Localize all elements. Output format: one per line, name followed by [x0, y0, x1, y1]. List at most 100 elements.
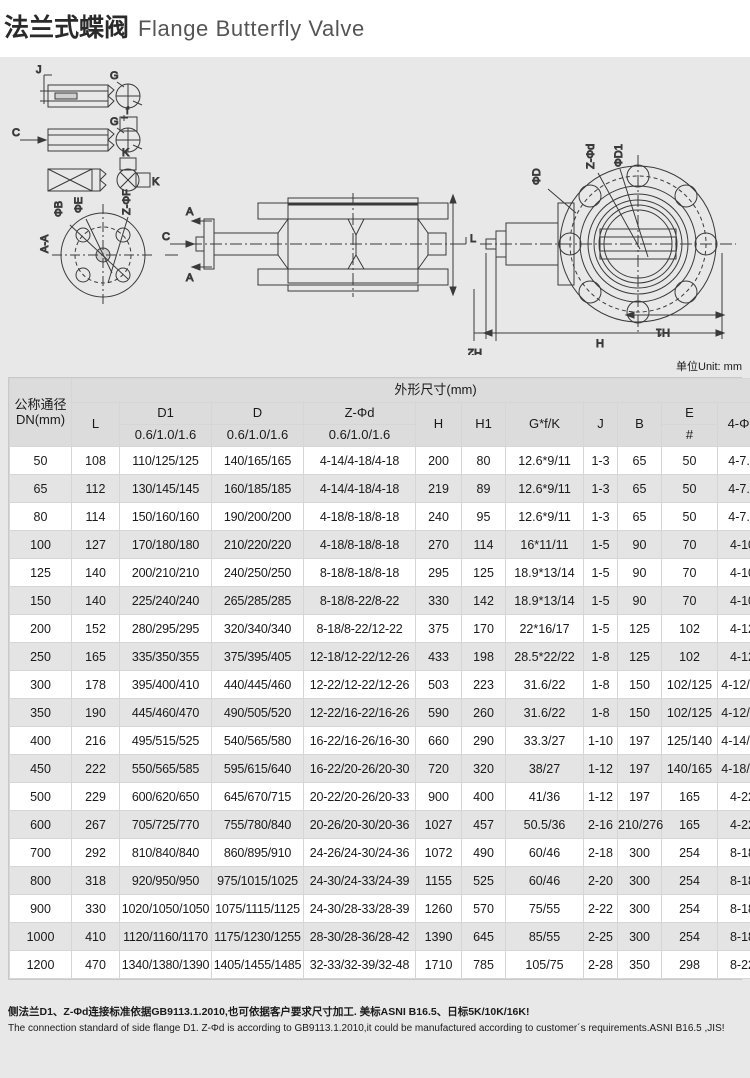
cell-l: 410 — [71, 922, 120, 951]
header-col-zphid: Z-Φd — [303, 402, 416, 425]
header-group-dimensions: 外形尺寸(mm) — [70, 378, 750, 403]
cell-h: 503 — [415, 670, 462, 699]
section-aa-flange-view — [52, 204, 178, 306]
cell-dn: 80 — [9, 502, 72, 531]
cell-gfk: 38/27 — [505, 754, 584, 783]
cell-l: 229 — [71, 782, 120, 811]
cell-d1: 1340/1380/1390 — [119, 950, 212, 979]
cell-j: 1-10 — [583, 726, 618, 755]
cell-b: 125 — [617, 642, 662, 671]
stem-detail-view-2 — [47, 128, 115, 152]
cell-d: 190/200/200 — [211, 502, 304, 531]
cell-e: 298 — [661, 950, 718, 979]
cell-dn: 700 — [9, 838, 72, 867]
table-row: 1200 470 1340/1380/1390 1405/1455/1485 32-33… — [9, 950, 750, 979]
valve-engineering-drawing: J C — [0, 57, 750, 355]
cell-d1: 225/240/240 — [119, 586, 212, 615]
cell-d1: 705/725/770 — [119, 810, 212, 839]
cell-d: 645/670/715 — [211, 782, 304, 811]
cell-zphid: 4-14/4-18/4-18 — [303, 474, 416, 503]
cell-h: 295 — [415, 558, 462, 587]
cell-gfk: 60/46 — [505, 866, 584, 895]
cell-gfk: 75/55 — [505, 894, 584, 923]
cell-l: 178 — [71, 670, 120, 699]
cell-h1: 457 — [461, 810, 506, 839]
cell-d: 595/615/640 — [211, 754, 304, 783]
label-arrow-a-top: A — [186, 206, 194, 218]
cell-j: 1-5 — [583, 558, 618, 587]
cell-gfk: 12.6*9/11 — [505, 474, 584, 503]
cell-e: 50 — [661, 474, 718, 503]
cell-j: 1-8 — [583, 642, 618, 671]
cell-gfk: 12.6*9/11 — [505, 446, 584, 475]
cell-d: 490/505/520 — [211, 698, 304, 727]
cell-d1: 495/515/525 — [119, 726, 212, 755]
cell-h: 1027 — [415, 810, 462, 839]
cell-l: 190 — [71, 698, 120, 727]
cell-d: 540/565/580 — [211, 726, 304, 755]
cell-dn: 500 — [9, 782, 72, 811]
cell-zphid: 8-18/8-18/8-18 — [303, 558, 416, 587]
cell-zphid: 12-22/12-22/12-26 — [303, 670, 416, 699]
cell-d1: 150/160/160 — [119, 502, 212, 531]
cell-h1: 223 — [461, 670, 506, 699]
table-row: 450 222 550/565/585 595/615/640 16-22/20-26/… — [9, 754, 750, 783]
cell-4phif: 4-12 — [717, 614, 750, 643]
header-d-pressure: 0.6/1.0/1.6 — [211, 424, 304, 447]
cell-j: 1-5 — [583, 530, 618, 559]
cell-h1: 320 — [461, 754, 506, 783]
label-stem-k2: K — [152, 176, 160, 188]
cell-d1: 280/295/295 — [119, 614, 212, 643]
cell-l: 114 — [71, 502, 120, 531]
cell-h1: 114 — [461, 530, 506, 559]
cell-b: 300 — [617, 894, 662, 923]
cell-d1: 110/125/125 — [119, 446, 212, 475]
cell-gfk: 28.5*22/22 — [505, 642, 584, 671]
cell-dn: 400 — [9, 726, 72, 755]
table-body: 50 108 110/125/125 140/165/165 4-14/4-18/4-1… — [9, 446, 750, 979]
cell-zphid: 4-18/8-18/8-18 — [303, 502, 416, 531]
stem-end-view-1 — [115, 83, 143, 109]
cell-j: 1-3 — [583, 502, 618, 531]
label-dim-h: H — [596, 338, 604, 350]
cell-d: 140/165/165 — [211, 446, 304, 475]
cell-zphid: 28-30/28-36/28-42 — [303, 922, 416, 951]
label-stem-k1: K — [122, 147, 130, 159]
cell-4phif: 4-10 — [717, 558, 750, 587]
cell-d1: 200/210/210 — [119, 558, 212, 587]
cell-j: 2-25 — [583, 922, 618, 951]
cell-j: 1-3 — [583, 474, 618, 503]
cell-b: 65 — [617, 502, 662, 531]
cell-e: 102 — [661, 642, 718, 671]
cell-4phif: 8-18 — [717, 866, 750, 895]
cell-gfk: 41/36 — [505, 782, 584, 811]
cell-l: 216 — [71, 726, 120, 755]
cell-b: 125 — [617, 614, 662, 643]
cell-4phif: 4-7.5 — [717, 502, 750, 531]
cell-4phif: 4-22 — [717, 810, 750, 839]
cell-h: 433 — [415, 642, 462, 671]
cell-b: 65 — [617, 474, 662, 503]
label-stem-g1: G — [110, 70, 119, 82]
cell-l: 112 — [71, 474, 120, 503]
cell-h1: 89 — [461, 474, 506, 503]
cell-gfk: 22*16/17 — [505, 614, 584, 643]
header-col-b: B — [617, 402, 662, 447]
table-row: 50 108 110/125/125 140/165/165 4-14/4-18/4-1… — [9, 446, 750, 475]
cell-4phif: 8-18 — [717, 838, 750, 867]
label-flange-phib: ΦB — [53, 201, 65, 217]
header-zphid-pressure: 0.6/1.0/1.6 — [303, 424, 416, 447]
stem-end-view-2 — [115, 115, 143, 153]
cell-zphid: 20-22/20-26/20-33 — [303, 782, 416, 811]
arrow-c-detail — [20, 136, 48, 144]
cell-d1: 170/180/180 — [119, 530, 212, 559]
cell-dn: 150 — [9, 586, 72, 615]
cell-e: 102 — [661, 614, 718, 643]
cell-dn: 1200 — [9, 950, 72, 979]
cell-h: 590 — [415, 698, 462, 727]
cell-gfk: 31.6/22 — [505, 670, 584, 699]
section-arrow-a-top — [190, 217, 212, 225]
cell-4phif: 4-7.5 — [717, 446, 750, 475]
table-row: 500 229 600/620/650 645/670/715 20-22/20-26/… — [9, 782, 750, 811]
